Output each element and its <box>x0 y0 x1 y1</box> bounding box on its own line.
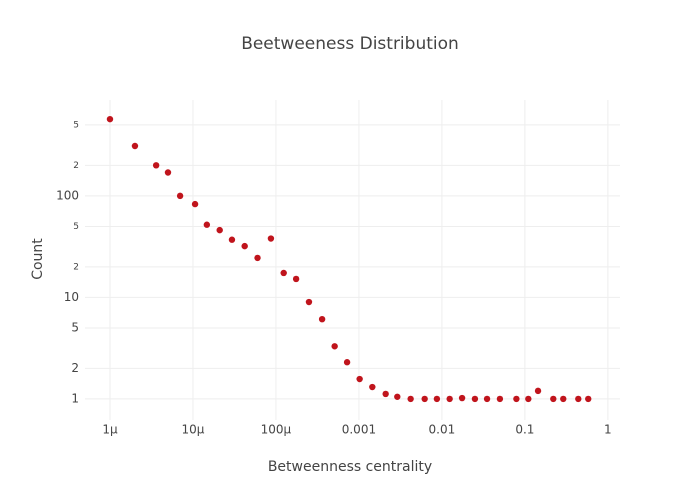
x-tick-label: 0.1 <box>515 423 534 437</box>
scatter-point <box>292 275 300 283</box>
scatter-point <box>550 395 557 403</box>
scatter-point <box>280 269 287 277</box>
scatter-point <box>407 395 414 403</box>
x-tick-label: 10µ <box>182 423 205 437</box>
scatter-point <box>525 395 532 403</box>
scatter-point <box>254 254 261 262</box>
scatter-point <box>356 375 363 383</box>
x-tick-label: 0.01 <box>429 423 456 437</box>
scatter-point <box>575 395 582 403</box>
scatter-point <box>176 192 184 200</box>
y-tick-label: 10 <box>64 290 79 304</box>
x-axis-title: Betweenness centrality <box>268 459 432 475</box>
x-tick-label: 100µ <box>261 423 292 437</box>
scatter-point <box>458 394 466 402</box>
scatter-point <box>164 169 172 176</box>
y-tick-label: 2 <box>73 262 79 272</box>
chart-title: Beetweeness Distribution <box>241 34 459 54</box>
y-tick-label: 5 <box>73 222 79 232</box>
scatter-point <box>216 226 223 234</box>
scatter-point <box>331 343 338 350</box>
scatter-point <box>191 200 199 208</box>
scatter-point <box>382 390 389 398</box>
scatter-point <box>228 236 236 243</box>
scatter-point <box>446 395 453 403</box>
y-tick-label: 1 <box>71 391 79 405</box>
y-tick-label: 2 <box>73 161 79 171</box>
scatter-point <box>534 387 542 395</box>
scatter-point <box>305 298 313 306</box>
scatter-point <box>471 395 479 403</box>
scatter-point <box>421 395 428 403</box>
scatter-point <box>343 359 351 366</box>
y-axis-title: Count <box>30 238 46 280</box>
scatter-point <box>369 383 376 391</box>
scatter-point <box>483 395 491 403</box>
y-tick-label: 5 <box>71 320 79 334</box>
scatter-point <box>496 395 504 403</box>
scatter-point <box>267 235 275 242</box>
y-tick-label: 5 <box>73 120 79 130</box>
x-tick-label: 0.001 <box>342 423 376 437</box>
scatter-point <box>241 242 248 250</box>
scatter-point <box>433 395 441 403</box>
y-tick-label: 2 <box>71 361 79 375</box>
x-tick-label: 1µ <box>102 423 118 437</box>
x-tick-label: 1 <box>604 423 612 437</box>
scatter-point <box>131 142 139 150</box>
scatter-point <box>152 162 160 169</box>
scatter-point <box>585 395 592 403</box>
scatter-point <box>318 315 326 323</box>
scatter-point <box>513 395 520 403</box>
scatter-point <box>394 393 401 400</box>
scatter-point <box>560 395 567 403</box>
y-tick-label: 100 <box>56 188 79 202</box>
scatter-point <box>106 115 114 123</box>
scatter-point <box>203 221 211 228</box>
